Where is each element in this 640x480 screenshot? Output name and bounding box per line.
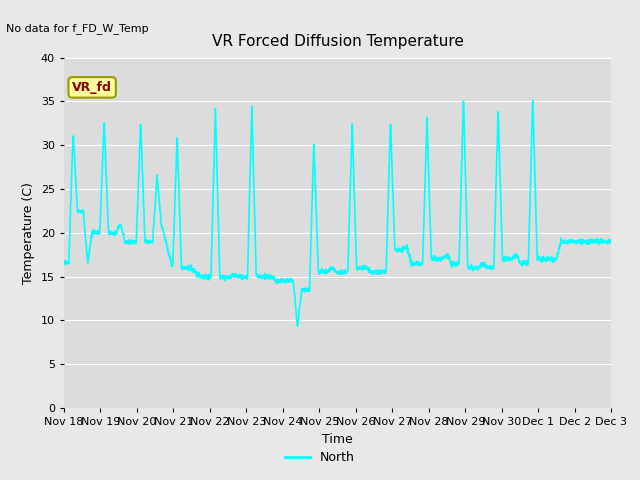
X-axis label: Time: Time bbox=[322, 432, 353, 445]
Legend: North: North bbox=[280, 446, 360, 469]
Text: VR_fd: VR_fd bbox=[72, 81, 112, 94]
Title: VR Forced Diffusion Temperature: VR Forced Diffusion Temperature bbox=[212, 35, 463, 49]
Y-axis label: Temperature (C): Temperature (C) bbox=[22, 182, 35, 284]
Text: No data for f_FD_W_Temp: No data for f_FD_W_Temp bbox=[6, 23, 149, 34]
